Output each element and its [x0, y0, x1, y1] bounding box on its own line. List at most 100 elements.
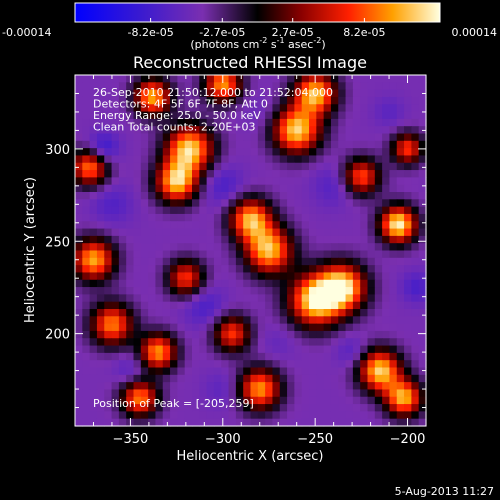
heatmap-cell [352, 301, 361, 310]
heatmap-cell [389, 309, 398, 317]
heatmap-cell [89, 309, 98, 317]
heatmap-cell [323, 111, 332, 120]
heatmap-cell [148, 389, 157, 398]
heatmap-cell [221, 89, 230, 98]
heatmap-cell [104, 82, 113, 91]
heatmap-cell [133, 243, 142, 252]
heatmap-cell [279, 389, 288, 398]
heatmap-cell [206, 294, 215, 303]
heatmap-cell [243, 411, 252, 420]
heatmap-cell [279, 316, 288, 325]
heatmap-cell [323, 148, 332, 157]
heatmap-cell [111, 352, 120, 361]
heatmap-cell [287, 192, 295, 200]
heatmap-cell [111, 111, 120, 120]
heatmap-cell [235, 374, 244, 383]
heatmap-cell [382, 360, 391, 369]
heatmap-cell [89, 170, 98, 178]
heatmap-cell [104, 265, 113, 274]
heatmap-cell [75, 360, 83, 369]
heatmap-cell [162, 404, 171, 412]
heatmap-cell [140, 272, 149, 281]
heatmap-cell [360, 228, 369, 237]
heatmap-cell [294, 235, 303, 244]
heatmap-cell [148, 309, 157, 317]
heatmap-cell [155, 279, 164, 288]
heatmap-cell [213, 396, 222, 405]
heatmap-cell [330, 104, 339, 113]
heatmap-cell [199, 367, 208, 376]
heatmap-cell [389, 170, 398, 178]
heatmap-cell [272, 82, 281, 91]
heatmap-cell [111, 265, 120, 274]
heatmap-cell [243, 228, 252, 237]
heatmap-cell [345, 243, 354, 252]
heatmap-cell [301, 111, 310, 120]
heatmap-cell [404, 367, 412, 376]
heatmap-cell [96, 148, 105, 157]
heatmap-cell [265, 360, 274, 369]
heatmap-cell [345, 170, 354, 178]
heatmap-cell [206, 411, 215, 420]
heatmap-cell [235, 367, 244, 376]
heatmap-cell [301, 228, 310, 237]
heatmap-cell [389, 367, 398, 376]
heatmap-cell [345, 316, 354, 325]
heatmap-cell [352, 272, 361, 281]
heatmap-cell [330, 228, 339, 237]
heatmap-cell [104, 411, 113, 420]
heatmap-cell [104, 118, 113, 127]
heatmap-cell [294, 265, 303, 274]
heatmap-cell [382, 330, 391, 339]
heatmap-cell [96, 221, 105, 230]
heatmap-cell [89, 118, 98, 127]
heatmap-cell [272, 206, 281, 215]
heatmap-cell [111, 367, 120, 376]
heatmap-cell [118, 418, 127, 427]
heatmap-cell [272, 389, 281, 398]
heatmap-cell [96, 294, 105, 303]
heatmap-cell [294, 184, 303, 193]
heatmap-cell [294, 418, 303, 427]
heatmap-cell [382, 75, 391, 83]
heatmap-cell [287, 404, 295, 412]
heatmap-cell [294, 75, 303, 83]
heatmap-cell [213, 418, 222, 427]
heatmap-cell [345, 287, 354, 295]
heatmap-cell [162, 309, 171, 317]
heatmap-cell [301, 148, 310, 157]
heatmap-cell [323, 287, 332, 295]
heatmap-cell [243, 140, 252, 149]
heatmap-cell [272, 228, 281, 237]
heatmap-cell [382, 104, 391, 113]
heatmap-cell [170, 330, 178, 339]
heatmap-cell [148, 118, 157, 127]
heatmap-cell [140, 243, 149, 252]
heatmap-cell [272, 75, 281, 83]
heatmap-cell [177, 89, 186, 98]
heatmap-cell [192, 367, 200, 376]
heatmap-cell [374, 279, 383, 288]
heatmap-cell [162, 272, 171, 281]
heatmap-cell [118, 221, 127, 230]
heatmap-cell [382, 418, 391, 427]
heatmap-cell [126, 323, 135, 332]
heatmap-cell [382, 126, 391, 135]
heatmap-cell [148, 126, 157, 135]
heatmap-cell [104, 287, 113, 295]
heatmap-cell [140, 396, 149, 405]
heatmap-cell [396, 301, 405, 310]
heatmap-cell [367, 367, 376, 376]
heatmap-cell [206, 367, 215, 376]
heatmap-cell [104, 294, 113, 303]
heatmap-cell [104, 206, 113, 215]
heatmap-cell [338, 316, 347, 325]
heatmap-cell [206, 272, 215, 281]
heatmap-cell [257, 96, 266, 105]
heatmap-cell [192, 360, 200, 369]
heatmap-cell [155, 411, 164, 420]
heatmap-cell [184, 323, 193, 332]
heatmap-cell [294, 111, 303, 120]
heatmap-cell [155, 301, 164, 310]
heatmap-cell [250, 418, 259, 427]
